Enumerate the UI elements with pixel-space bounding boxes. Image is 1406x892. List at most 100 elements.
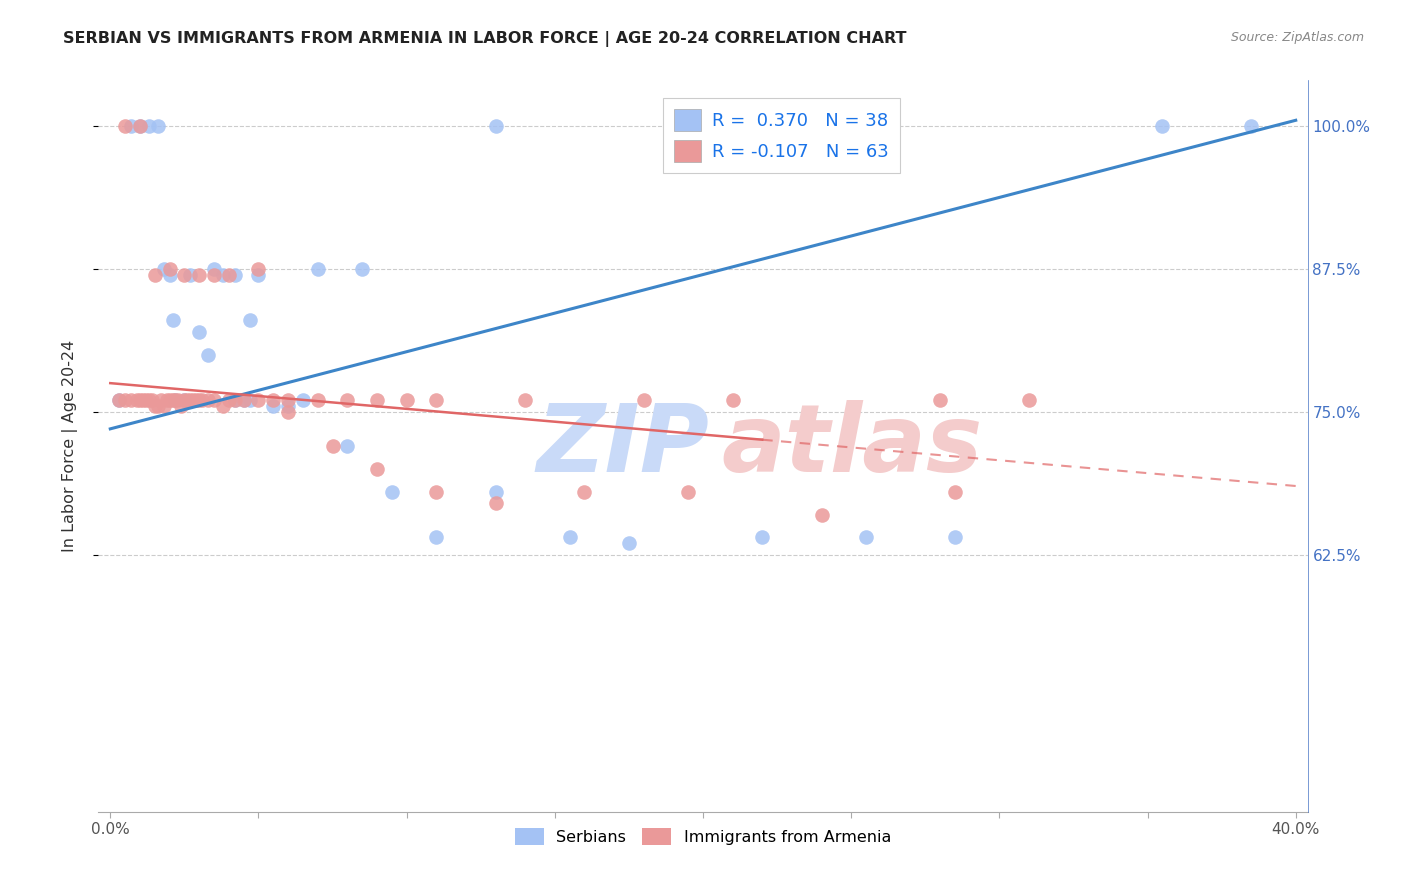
Point [558,530,581,544]
Point [277,405,299,419]
Point [262,399,284,413]
Point [135,393,157,408]
Point [212,399,235,413]
Point [188,268,211,282]
Point [129,393,152,408]
Point [218,393,240,408]
Point [202,393,225,408]
Point [515,393,537,408]
Point [155,393,177,408]
Legend: Serbians, Immigrants from Armenia: Serbians, Immigrants from Armenia [509,822,897,851]
Point [108,393,131,408]
Point [165,393,187,408]
Point [336,393,359,408]
Point [751,530,773,544]
Point [173,268,195,282]
Point [159,268,181,282]
Point [108,393,131,408]
Point [855,530,877,544]
Point [381,484,404,499]
Point [114,393,136,408]
Point [120,393,142,408]
Point [247,261,270,276]
Point [114,119,136,133]
Point [162,313,184,327]
Point [197,393,219,408]
Point [165,393,187,408]
Text: atlas: atlas [721,400,983,492]
Text: Source: ZipAtlas.com: Source: ZipAtlas.com [1230,31,1364,45]
Point [132,393,155,408]
Point [202,268,225,282]
Point [138,393,160,408]
Point [307,261,329,276]
Point [143,399,166,413]
Point [247,393,270,408]
Point [366,462,388,476]
Point [212,268,235,282]
Point [138,119,160,133]
Point [120,119,142,133]
Point [484,119,506,133]
Point [1018,393,1040,408]
Point [1240,119,1263,133]
Point [676,484,699,499]
Point [277,399,299,413]
Point [810,508,832,522]
Point [162,393,184,408]
Point [146,119,169,133]
Point [188,393,211,408]
Point [129,119,152,133]
Point [352,261,374,276]
Point [176,393,198,408]
Point [484,484,506,499]
Point [322,439,344,453]
Point [202,261,225,276]
Point [170,399,193,413]
Point [173,393,195,408]
Y-axis label: In Labor Force | Age 20-24: In Labor Force | Age 20-24 [62,340,77,552]
Point [277,393,299,408]
Point [141,393,163,408]
Point [1152,119,1174,133]
Point [179,268,201,282]
Point [425,393,447,408]
Point [484,496,506,510]
Point [247,268,270,282]
Point [191,393,214,408]
Point [425,484,447,499]
Point [291,393,314,408]
Point [125,393,148,408]
Point [232,393,254,408]
Point [336,439,359,453]
Point [633,393,655,408]
Point [239,313,262,327]
Point [149,393,172,408]
Point [186,393,208,408]
Point [574,484,596,499]
Point [425,530,447,544]
Point [395,393,418,408]
Point [218,268,240,282]
Point [129,119,152,133]
Text: SERBIAN VS IMMIGRANTS FROM ARMENIA IN LABOR FORCE | AGE 20-24 CORRELATION CHART: SERBIAN VS IMMIGRANTS FROM ARMENIA IN LA… [63,31,907,47]
Text: ZIP: ZIP [536,400,709,492]
Point [224,268,246,282]
Point [232,393,254,408]
Point [152,399,174,413]
Point [617,536,640,550]
Point [159,393,181,408]
Point [224,393,246,408]
Point [146,399,169,413]
Point [943,530,966,544]
Point [159,261,181,276]
Point [173,393,195,408]
Point [179,393,201,408]
Point [181,393,204,408]
Point [943,484,966,499]
Point [307,393,329,408]
Point [224,393,246,408]
Point [366,393,388,408]
Point [197,347,219,362]
Point [239,393,262,408]
